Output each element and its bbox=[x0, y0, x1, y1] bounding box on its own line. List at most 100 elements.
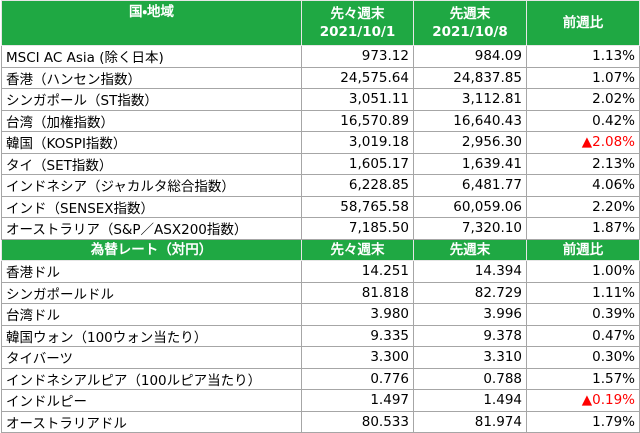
value-cell: 1.13% bbox=[526, 45, 640, 68]
label-cell: オーストラリアドル bbox=[1, 410, 302, 433]
value-cell: 81.974 bbox=[413, 410, 527, 433]
label-cell: 台湾（加権指数） bbox=[1, 109, 302, 132]
value-cell: 9.335 bbox=[301, 324, 414, 347]
header-cell: 先々週末 bbox=[301, 238, 414, 261]
data-row: オーストラリア（S&P／ASX200指数） 7,185.50 7,320.10 1.8… bbox=[1, 217, 640, 240]
header-text: 先週末 bbox=[449, 6, 491, 22]
value-cell: 82.729 bbox=[413, 281, 527, 304]
header-text: 先週末 bbox=[449, 241, 491, 258]
header-text: 先々週末 bbox=[330, 241, 385, 258]
value-cell: 1.00% bbox=[526, 260, 640, 283]
data-row: インドネシア（ジャカルタ総合指数） 6,228.85 6,481.77 4.06% bbox=[1, 174, 640, 197]
value-cell: 1.07% bbox=[526, 66, 640, 89]
data-row: 韓国（KOSPI指数） 3,019.18 2,956.30 ▲2.08% bbox=[1, 131, 640, 154]
header-row: 為替レート（対円） 先々週末 先週末 前週比 bbox=[1, 238, 640, 261]
value-cell: 14.251 bbox=[301, 260, 414, 283]
data-row: インドルピー 1.497 1.494 ▲0.19% bbox=[1, 389, 640, 412]
header-text: 国・地域 bbox=[128, 4, 175, 20]
header-cell: 前週比 bbox=[526, 0, 640, 46]
value-cell: 1,605.17 bbox=[301, 152, 414, 175]
value-cell: 80.533 bbox=[301, 410, 414, 433]
label-cell: 香港（ハンセン指数） bbox=[1, 66, 302, 89]
value-cell: ▲2.08% bbox=[526, 131, 640, 154]
value-cell: 14.394 bbox=[413, 260, 527, 283]
header-cell: 先週末 2021/10/8 bbox=[413, 0, 527, 46]
header-text: 前週比 bbox=[562, 241, 604, 258]
data-row: 台湾（加権指数） 16,570.89 16,640.43 0.42% bbox=[1, 109, 640, 132]
label-cell: オーストラリア（S&P／ASX200指数） bbox=[1, 217, 302, 240]
value-cell: 3.310 bbox=[413, 346, 527, 369]
value-cell: 4.06% bbox=[526, 174, 640, 197]
value-cell: 3.980 bbox=[301, 303, 414, 326]
value-cell: 1.11% bbox=[526, 281, 640, 304]
value-cell: 2.02% bbox=[526, 88, 640, 111]
label-cell: 韓国ウォン（100ウォン当たり） bbox=[1, 324, 302, 347]
data-row: MSCI AC Asia (除く日本) 973.12 984.09 1.13% bbox=[1, 45, 640, 68]
label-cell: タイバーツ bbox=[1, 346, 302, 369]
value-cell: 3,019.18 bbox=[301, 131, 414, 154]
data-row: インド（SENSEX指数） 58,765.58 60,059.06 2.20% bbox=[1, 195, 640, 218]
data-row: タイバーツ 3.300 3.310 0.30% bbox=[1, 346, 640, 369]
data-row: インドネシアルピア（100ルピア当たり） 0.776 0.788 1.57% bbox=[1, 367, 640, 390]
value-cell: 0.42% bbox=[526, 109, 640, 132]
value-cell: 1.79% bbox=[526, 410, 640, 433]
value-cell: 984.09 bbox=[413, 45, 527, 68]
label-cell: タイ（SET指数） bbox=[1, 152, 302, 175]
value-cell: 2,956.30 bbox=[413, 131, 527, 154]
value-cell: 9.378 bbox=[413, 324, 527, 347]
header-cell: 先週末 bbox=[413, 238, 527, 261]
label-cell: 韓国（KOSPI指数） bbox=[1, 131, 302, 154]
label-cell: インドルピー bbox=[1, 389, 302, 412]
header-row: 国・地域 先々週末 2021/10/1 先週末 2021/10/8 前週比 bbox=[1, 0, 640, 46]
value-cell: 60,059.06 bbox=[413, 195, 527, 218]
header-text: 2021/10/1 bbox=[319, 24, 396, 40]
value-cell: 3,051.11 bbox=[301, 88, 414, 111]
data-row: 香港ドル 14.251 14.394 1.00% bbox=[1, 260, 640, 283]
header-cell: 先々週末 2021/10/1 bbox=[301, 0, 414, 46]
value-cell: 1.87% bbox=[526, 217, 640, 240]
value-cell: 3.996 bbox=[413, 303, 527, 326]
value-cell: 0.30% bbox=[526, 346, 640, 369]
label-cell: 台湾ドル bbox=[1, 303, 302, 326]
data-row: シンガポール（ST指数） 3,051.11 3,112.81 2.02% bbox=[1, 88, 640, 111]
value-cell: 0.776 bbox=[301, 367, 414, 390]
header-cell: 前週比 bbox=[526, 238, 640, 261]
data-row: タイ（SET指数） 1,605.17 1,639.41 2.13% bbox=[1, 152, 640, 175]
value-cell: 0.788 bbox=[413, 367, 527, 390]
value-cell: 3,112.81 bbox=[413, 88, 527, 111]
label-cell: シンガポールドル bbox=[1, 281, 302, 304]
header-cell: 国・地域 bbox=[1, 0, 302, 46]
value-cell: 58,765.58 bbox=[301, 195, 414, 218]
header-text: 前週比 bbox=[562, 15, 604, 31]
header-cell: 為替レート（対円） bbox=[1, 238, 302, 261]
value-cell: ▲0.19% bbox=[526, 389, 640, 412]
value-cell: 1.57% bbox=[526, 367, 640, 390]
data-row: 香港（ハンセン指数） 24,575.64 24,837.85 1.07% bbox=[1, 66, 640, 89]
label-cell: シンガポール（ST指数） bbox=[1, 88, 302, 111]
header-text: 2021/10/8 bbox=[432, 24, 508, 40]
value-cell: 81.818 bbox=[301, 281, 414, 304]
value-cell: 7,320.10 bbox=[413, 217, 527, 240]
data-row: 韓国ウォン（100ウォン当たり） 9.335 9.378 0.47% bbox=[1, 324, 640, 347]
label-cell: インドネシアルピア（100ルピア当たり） bbox=[1, 367, 302, 390]
value-cell: 24,575.64 bbox=[301, 66, 414, 89]
value-cell: 2.20% bbox=[526, 195, 640, 218]
value-cell: 1.494 bbox=[413, 389, 527, 412]
value-cell: 2.13% bbox=[526, 152, 640, 175]
header-text: 先々週末 bbox=[330, 6, 385, 22]
value-cell: 973.12 bbox=[301, 45, 414, 68]
value-cell: 24,837.85 bbox=[413, 66, 527, 89]
header-text: 為替レート（対円） bbox=[90, 241, 213, 258]
value-cell: 6,481.77 bbox=[413, 174, 527, 197]
value-cell: 6,228.85 bbox=[301, 174, 414, 197]
value-cell: 16,640.43 bbox=[413, 109, 527, 132]
value-cell: 0.39% bbox=[526, 303, 640, 326]
label-cell: インド（SENSEX指数） bbox=[1, 195, 302, 218]
label-cell: 香港ドル bbox=[1, 260, 302, 283]
value-cell: 1,639.41 bbox=[413, 152, 527, 175]
data-row: オーストラリアドル 80.533 81.974 1.79% bbox=[1, 410, 640, 433]
label-cell: MSCI AC Asia (除く日本) bbox=[1, 45, 302, 68]
value-cell: 1.497 bbox=[301, 389, 414, 412]
